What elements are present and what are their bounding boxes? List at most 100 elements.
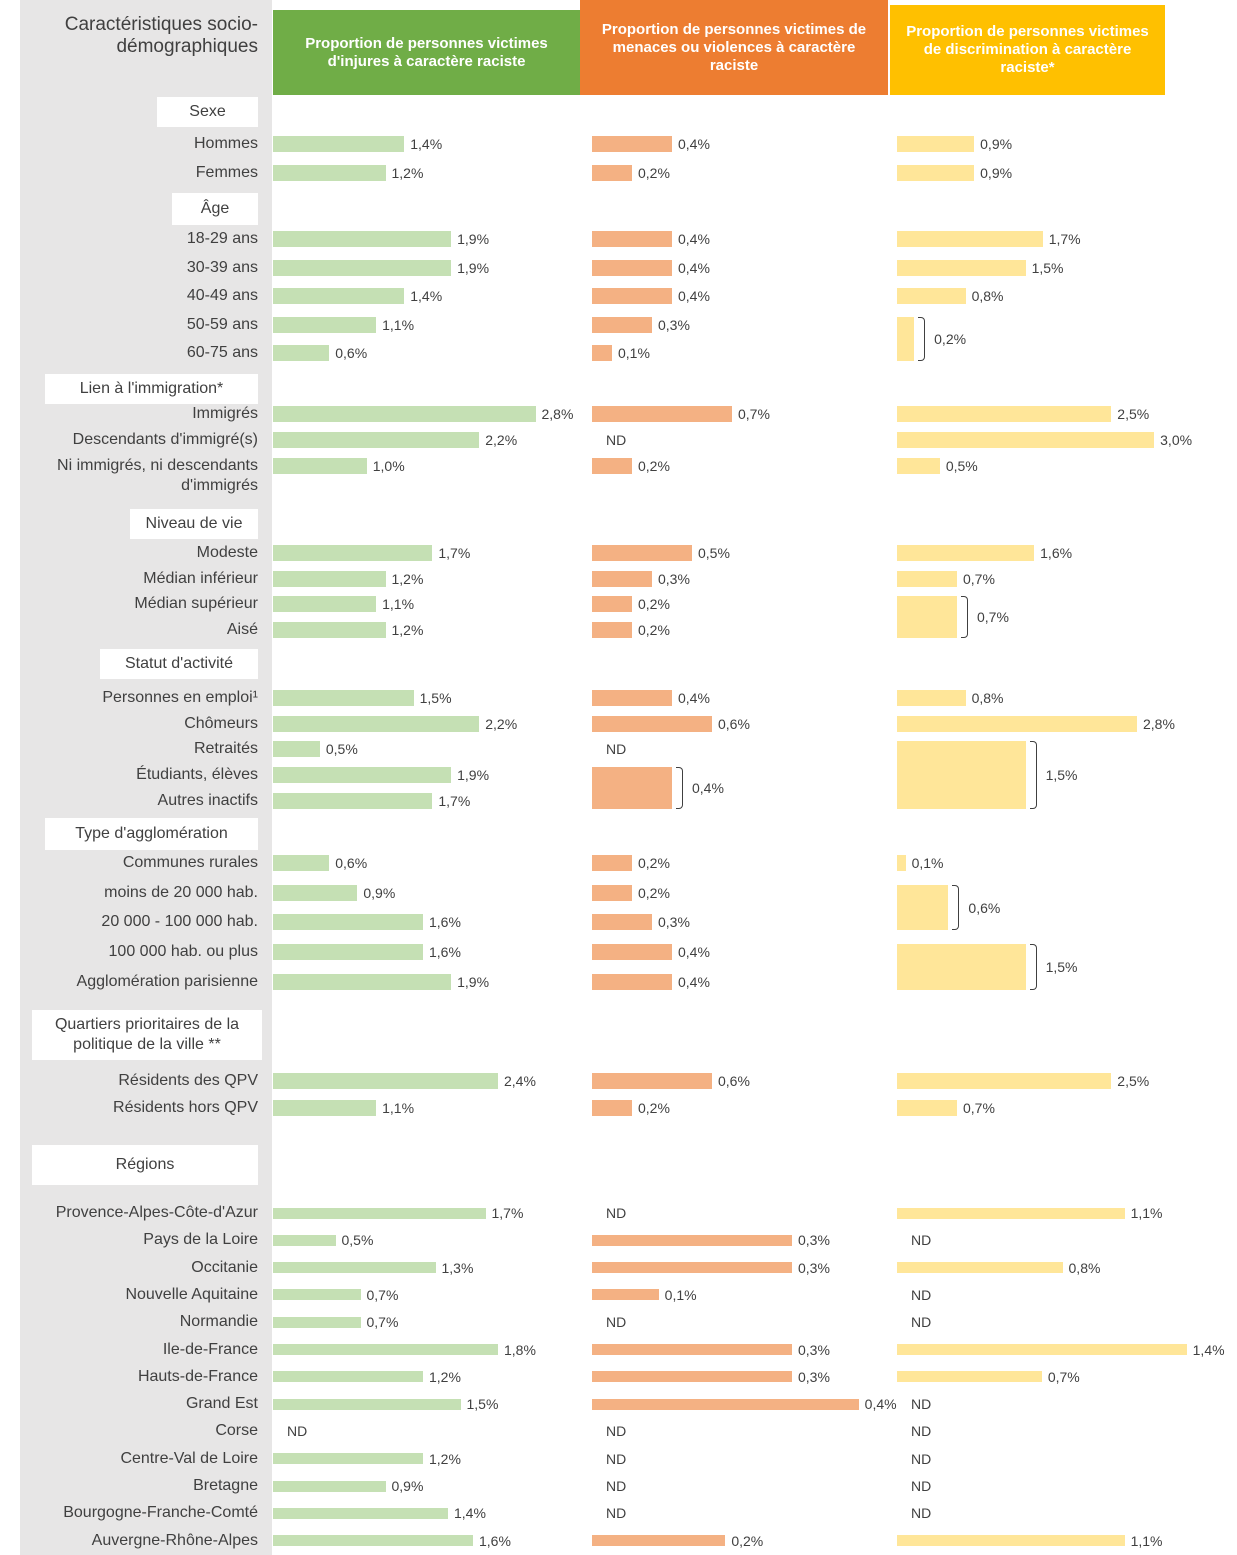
value-label: ND [606,1205,627,1221]
value-label: ND [287,1423,308,1440]
category-label: Nouvelle Aquitaine [125,1285,258,1303]
category-label: Médian supérieur [134,595,258,613]
category-label: Femmes [195,164,258,181]
bar [897,855,906,871]
bar [273,767,452,784]
bar [592,406,732,422]
bar [273,973,452,990]
group-bar [897,741,1026,809]
bar [273,165,386,181]
value-label: ND [911,1478,932,1494]
value-label: 0,7% [366,1286,399,1303]
section-title: Statut d'activité [100,649,258,679]
bar [897,1100,957,1116]
column-header: Proportion de personnes victimes d'injur… [273,10,580,95]
value-label: 0,8% [1068,1259,1101,1276]
value-label: 0,5% [341,1232,374,1249]
bar [273,741,320,758]
category-label: Autres inactifs [157,791,258,809]
bracket [1029,741,1037,809]
value-label: 0,4% [678,973,710,990]
value-label: 0,2% [638,458,670,474]
value-label: 1,1% [1130,1532,1163,1549]
label-column [20,0,272,1555]
value-label: 1,4% [410,288,443,304]
bar [897,690,966,706]
value-label: 0,3% [658,316,690,333]
bar [592,1234,792,1246]
value-label: 0,3% [658,570,690,587]
value-label: 2,5% [1117,406,1150,422]
value-label: 0,3% [798,1368,830,1385]
category-label: Chômeurs [184,714,258,732]
category-label: Agglomération parisienne [76,972,258,990]
value-label: 0,2% [638,596,670,613]
value-label: 1,9% [457,259,490,276]
bar [273,792,433,809]
bar [897,406,1112,422]
value-label: 0,5% [325,741,358,758]
value-label: 1,7% [438,792,471,809]
bar [273,136,405,152]
value-label: 1,6% [1040,545,1073,561]
bar [592,1289,659,1301]
value-label: 0,2% [638,1100,670,1116]
group-bar [592,767,672,809]
category-label: Aisé [226,621,258,639]
value-label: 0,4% [678,690,710,706]
value-label: 0,4% [678,136,710,152]
bar [273,690,414,706]
bar [273,914,423,931]
value-label: 0,8% [971,690,1004,706]
bar [273,1316,361,1328]
value-label: 1,6% [479,1532,511,1549]
bar [592,1100,632,1116]
category-label: Résidents hors QPV [113,1099,258,1116]
category-label: Étudiants, élèves [136,766,258,784]
category-label: Bretagne [193,1477,258,1494]
category-label: Personnes en emploi¹ [102,689,258,706]
value-label: 1,6% [429,914,461,931]
bar [592,1371,792,1383]
bar [592,1073,712,1089]
value-label: ND [911,1286,932,1303]
bar [273,1453,423,1465]
bracket [952,884,960,931]
bar [592,570,652,587]
value-label: 1,0% [372,458,405,474]
value-label: 3,0% [1160,432,1193,448]
bar [897,259,1026,276]
bar [273,316,377,333]
section-title: Lien à l'immigration* [45,374,258,404]
value-label: 1,1% [382,316,415,333]
value-label: 0,4% [678,231,710,247]
bar [592,884,632,901]
category-label: 50-59 ans [186,315,258,333]
category-label: 60-75 ans [186,344,258,361]
bar [273,944,423,961]
bar [897,715,1137,732]
value-label: 2,5% [1117,1073,1150,1089]
category-label: 30-39 ans [186,258,258,276]
value-label: 2,2% [485,715,518,732]
bar [897,570,957,587]
value-label: 2,4% [504,1073,536,1089]
bar [897,1262,1063,1274]
section-title: Type d'agglomération [45,818,258,850]
category-label: 100 000 hab. ou plus [108,943,258,961]
section-title: Niveau de vie [130,509,258,539]
value-label: 1,7% [1048,231,1081,247]
bar [273,432,480,448]
value-label: ND [606,1423,627,1440]
bar [592,1535,726,1547]
category-label: 18-29 ans [186,230,258,247]
value-label: 1,2% [429,1450,461,1467]
bar [273,622,386,639]
group-bar [897,944,1026,990]
section-title: Âge [172,193,258,225]
value-label: ND [606,1505,627,1522]
value-label: 0,7% [977,609,1009,626]
column-header: Proportion de personnes victimes de mena… [580,0,888,95]
value-label: ND [911,1505,932,1522]
